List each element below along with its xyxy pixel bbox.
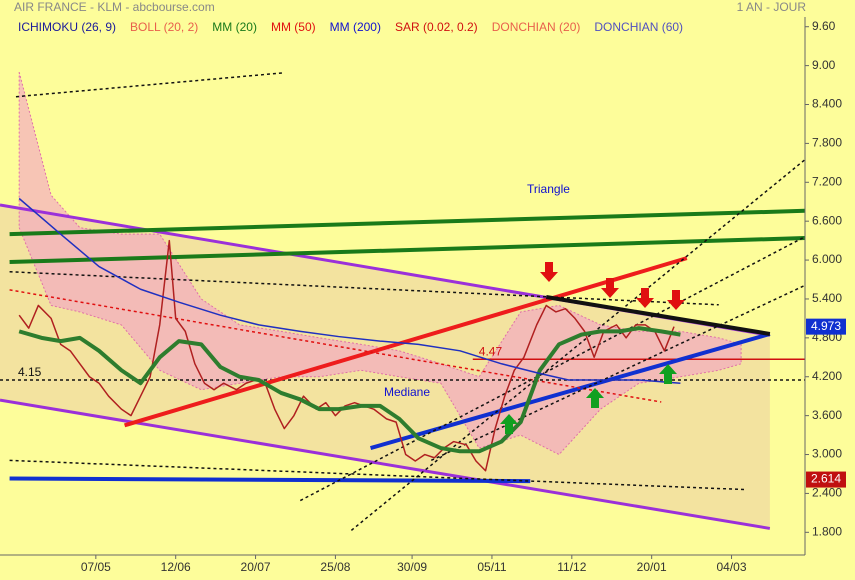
y-tick-label: 9.00 [812, 58, 836, 72]
y-tick-label: 1.800 [812, 524, 842, 538]
sell-arrow [636, 288, 654, 308]
y-tick-label: 9.60 [812, 19, 836, 33]
price-tag: 4.973 [811, 319, 841, 333]
y-tick-label: 4.200 [812, 369, 842, 383]
price-tag-box [806, 471, 846, 488]
trendline [9, 289, 662, 403]
x-tick-label: 12/06 [161, 560, 191, 574]
trendline [9, 208, 806, 237]
sell-arrow [540, 262, 558, 282]
x-tick-label: 20/07 [241, 560, 271, 574]
annotation: Mediane [384, 385, 430, 399]
x-tick-label: 11/12 [557, 560, 586, 574]
trendline [0, 398, 771, 530]
level-label: 4.15 [18, 365, 42, 379]
y-tick-label: 7.200 [812, 174, 842, 188]
trendline [430, 284, 806, 462]
legend-entry: ICHIMOKU (26, 9) [18, 20, 116, 34]
trendline [124, 256, 688, 428]
x-tick-label: 05/11 [477, 560, 506, 574]
price-tag-box [806, 318, 846, 335]
trendline [9, 459, 745, 491]
period: 1 AN - JOUR [737, 0, 807, 14]
x-tick-label: 07/05 [81, 560, 111, 574]
legend-entry: BOLL (20, 2) [130, 20, 198, 34]
series-line [18, 326, 681, 454]
sell-arrow [667, 290, 685, 310]
trendline [9, 270, 719, 306]
trendline [299, 236, 806, 502]
level-label: 4.47 [479, 344, 503, 358]
legend-entry: DONCHIAN (60) [594, 20, 683, 34]
series-line [18, 197, 681, 384]
x-tick-label: 20/01 [637, 560, 667, 574]
y-tick-label: 6.600 [812, 213, 842, 227]
y-tick-label: 3.600 [812, 408, 842, 422]
sell-arrow [601, 278, 619, 298]
y-tick-label: 3.000 [812, 447, 842, 461]
price-tag: 2.614 [811, 472, 841, 486]
trendline [350, 159, 806, 531]
legend-entry: DONCHIAN (20) [492, 20, 581, 34]
chart-title: AIR FRANCE - KLM - abcbourse.com [14, 0, 215, 14]
y-tick-label: 8.400 [812, 97, 842, 111]
y-tick-label: 5.400 [812, 291, 842, 305]
buy-arrow [586, 388, 604, 408]
y-tick-label: 6.000 [812, 252, 842, 266]
buy-arrow [659, 364, 677, 384]
x-tick-label: 25/08 [320, 560, 350, 574]
trendline [370, 332, 771, 450]
y-tick-label: 2.400 [812, 486, 842, 500]
trendline [9, 476, 531, 484]
trendline [15, 71, 285, 98]
trendline [545, 295, 771, 336]
x-tick-label: 30/09 [397, 560, 427, 574]
legend-entry: MM (50) [271, 20, 316, 34]
x-tick-label: 04/03 [717, 560, 747, 574]
legend-entry: MM (20) [212, 20, 257, 34]
legend-entry: SAR (0.02, 0.2) [395, 20, 478, 34]
buy-arrow [500, 414, 518, 434]
annotation: Triangle [527, 182, 570, 196]
legend-entry: MM (200) [330, 20, 381, 34]
series-line [18, 239, 675, 472]
y-tick-label: 7.800 [812, 136, 842, 150]
trendline [9, 236, 806, 265]
